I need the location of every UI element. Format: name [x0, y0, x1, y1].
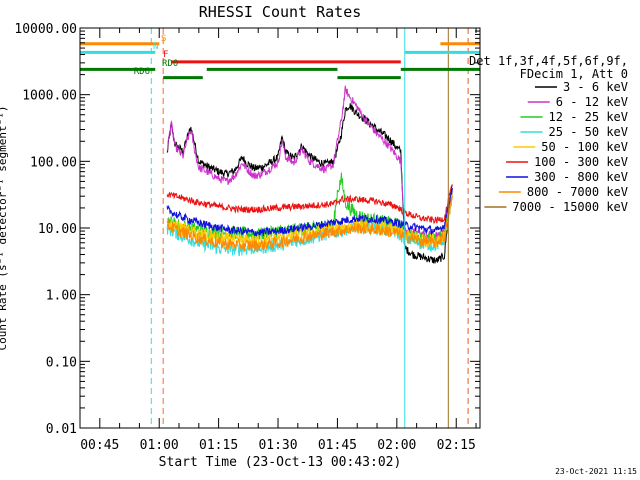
- legend-label-7000-15000-kev: 7000 - 15000 keV: [512, 200, 628, 214]
- y-tick-label: 0.10: [46, 355, 77, 370]
- legend-header-line: Det 1f,3f,4f,5f,6f,9f,: [469, 54, 628, 68]
- y-tick-label: 1.00: [46, 289, 77, 304]
- x-tick-label: 01:00: [140, 438, 179, 453]
- x-tick-label: 01:45: [318, 438, 357, 453]
- x-tick-label: 02:00: [377, 438, 416, 453]
- flag-label-n: N: [153, 42, 158, 52]
- legend-label-3-6-kev: 3 - 6 keV: [563, 80, 628, 94]
- y-tick-label: 10000.00: [14, 22, 77, 37]
- x-tick-label: 01:30: [258, 438, 297, 453]
- x-tick-label: 01:15: [199, 438, 238, 453]
- legend-label-800-7000-kev: 800 - 7000 keV: [527, 185, 628, 199]
- series-line-6-12-kev: [166, 85, 453, 240]
- series-line-100-300-kev: [166, 184, 453, 225]
- y-axis-label: Count Rate (s⁻¹ detector⁻¹ segment⁻¹): [0, 105, 9, 350]
- flag-label-s: S: [161, 34, 166, 44]
- y-tick-label: 1000.00: [22, 89, 77, 104]
- flag-label-f: F: [163, 50, 168, 60]
- x-axis-label: Start Time (23-Oct-13 00:43:02): [159, 455, 402, 470]
- legend-label-6-12-kev: 6 - 12 keV: [556, 95, 628, 109]
- footer-timestamp: 23-Oct-2021 11:15: [555, 467, 637, 476]
- x-tick-label: 02:15: [437, 438, 476, 453]
- legend-label-300-800-kev: 300 - 800 keV: [534, 170, 628, 184]
- y-tick-label: 10.00: [38, 222, 77, 237]
- flag-label-rd0: RD0: [162, 59, 178, 69]
- y-tick-label: 0.01: [46, 422, 77, 437]
- legend-label-25-50-kev: 25 - 50 keV: [549, 125, 628, 139]
- x-tick-label: 00:45: [80, 438, 119, 453]
- legend-label-100-300-kev: 100 - 300 keV: [534, 155, 628, 169]
- legend-header-line: FDecim 1, Att 0: [520, 67, 628, 81]
- y-tick-label: 100.00: [30, 155, 77, 170]
- chart-title: RHESSI Count Rates: [199, 3, 362, 21]
- legend-label-12-25-kev: 12 - 25 keV: [549, 110, 628, 124]
- legend-label-50-100-kev: 50 - 100 keV: [541, 140, 628, 154]
- flag-label-rd6: RD6: [134, 67, 150, 77]
